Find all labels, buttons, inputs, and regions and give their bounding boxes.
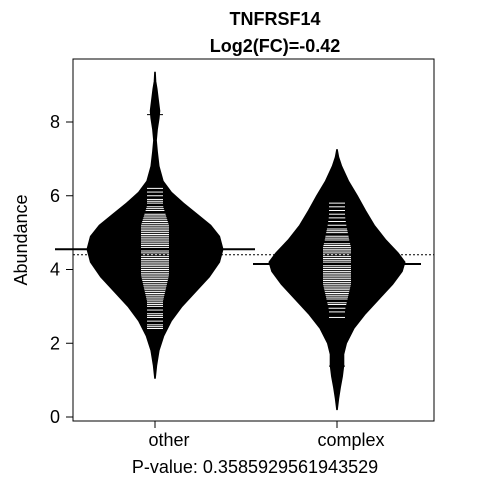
mean-lines [55, 248, 421, 265]
y-tick-label: 0 [50, 407, 60, 427]
x-tick-label: complex [317, 430, 384, 450]
y-tick-label: 6 [50, 186, 60, 206]
y-tick-label: 2 [50, 333, 60, 353]
x-tick-label: other [148, 430, 189, 450]
bean-complex [268, 149, 406, 411]
y-axis-label: Abundance [11, 194, 31, 285]
x-axis-label: P-value: 0.3585929561943529 [132, 457, 378, 477]
beans [86, 71, 406, 411]
observations-complex [323, 202, 351, 367]
y-tick-label: 8 [50, 112, 60, 132]
x-axis: other complex [148, 421, 385, 450]
y-axis: 0 2 4 6 8 [50, 112, 73, 427]
chart-subtitle: Log2(FC)=-0.42 [210, 36, 341, 56]
y-tick-label: 4 [50, 260, 60, 280]
observations-other [141, 114, 169, 341]
plot-frame [72, 58, 435, 422]
chart-title: TNFRSF14 [229, 9, 320, 29]
